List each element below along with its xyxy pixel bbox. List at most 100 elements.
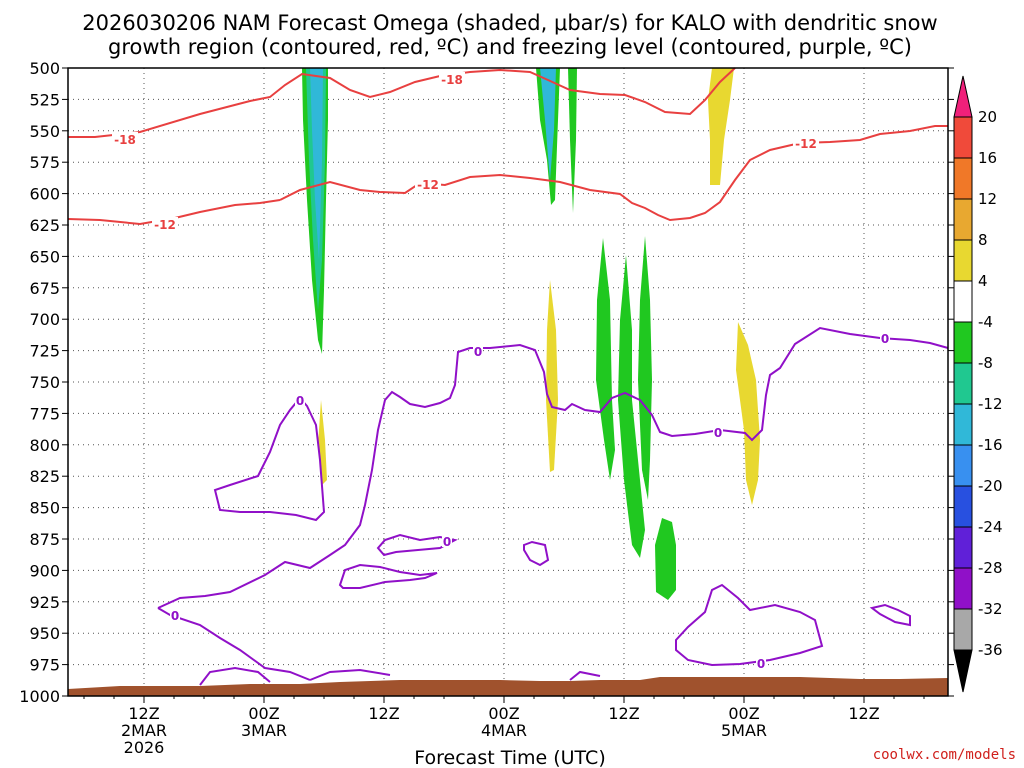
chart-title-line1: 2026030206 NAM Forecast Omega (shaded, μ… <box>82 11 937 35</box>
dgz-contour-label: -18 <box>114 133 136 147</box>
freezing-contour-label: 0 <box>881 332 889 346</box>
colorbar: 20 16 12 8 4 -4 -8 -12 -16 -20 -24 -28 -32 -36 <box>953 75 1003 693</box>
credit-text: coolwx.com/models <box>873 747 1016 763</box>
colorbar-segment <box>953 239 973 282</box>
colorbar-label: -36 <box>978 641 1003 659</box>
y-tick-label: 625 <box>29 216 60 235</box>
y-tick-label: 575 <box>29 153 60 172</box>
x-tick-label: 12Z <box>608 704 639 723</box>
colorbar-label: 20 <box>978 108 997 126</box>
y-tick-label: 725 <box>29 342 60 361</box>
colorbar-label: -20 <box>978 477 1003 495</box>
y-tick-label: 900 <box>29 561 60 580</box>
colorbar-segment <box>953 198 973 241</box>
plot-area: -18 -18 -12 -12 -12 0 0 0 0 0 0 0 <box>67 67 949 697</box>
colorbar-segment <box>953 116 973 159</box>
freezing-contour-label-bg <box>880 331 890 344</box>
colorbar-label: -28 <box>978 559 1003 577</box>
colorbar-label: 16 <box>978 149 997 167</box>
omega-region-yellow-c <box>708 68 734 185</box>
omega-region-green-e <box>618 255 645 558</box>
colorbar-label: -12 <box>978 395 1003 413</box>
colorbar-segment <box>953 608 973 651</box>
y-tick-label: 975 <box>29 656 60 675</box>
x-tick-label: 12Z <box>368 704 399 723</box>
freezing-contour-label-bg <box>442 534 452 547</box>
freezing-contour-label: 0 <box>757 657 765 671</box>
omega-shading <box>302 68 760 600</box>
y-tick-label: 550 <box>29 122 60 141</box>
dgz-contour-minus12-upper <box>279 125 948 222</box>
freezing-contour-label-bg <box>295 393 305 406</box>
colorbar-segment <box>953 403 973 446</box>
colorbar-label: -4 <box>978 313 993 331</box>
colorbar-label: 12 <box>978 190 997 208</box>
y-tick-label: 700 <box>29 310 60 329</box>
freezing-contour-label-bg <box>170 608 180 621</box>
dgz-contour-label-bg <box>112 132 138 145</box>
x-tick-label: 00Z <box>488 704 519 723</box>
omega-region-green-d <box>596 238 615 480</box>
colorbar-label: -16 <box>978 436 1003 454</box>
colorbar-segment <box>953 485 973 528</box>
colorbar-label: -8 <box>978 354 993 372</box>
colorbar-label: 8 <box>978 231 988 249</box>
omega-region-yellow-b <box>546 280 558 472</box>
y-tick-label: 925 <box>29 593 60 612</box>
x-tick-label: 00Z <box>728 704 759 723</box>
colorbar-label: 4 <box>978 272 988 290</box>
colorbar-label: -32 <box>978 600 1003 618</box>
contour-labels: -18 -18 -12 -12 -12 0 0 0 0 0 0 0 <box>112 72 890 671</box>
dgz-contour-label-bg <box>793 136 819 149</box>
colorbar-segment <box>953 280 973 323</box>
omega-region-green-g <box>655 518 676 600</box>
freezing-contour-loop-b <box>376 533 458 557</box>
x-tick-label: 4MAR <box>481 721 527 740</box>
x-tick-label: 2026 <box>124 738 165 757</box>
colorbar-arrow-top <box>953 75 973 118</box>
dgz-contour-label: -12 <box>417 178 439 192</box>
freezing-contour-loop-c <box>338 563 438 589</box>
y-tick-label: 825 <box>29 467 60 486</box>
y-tick-label: 675 <box>29 279 60 298</box>
colorbar-segment <box>953 444 973 487</box>
y-tick-label: 875 <box>29 530 60 549</box>
colorbar-segment <box>953 526 973 569</box>
dgz-contour-label-bg <box>439 72 465 85</box>
colorbar-segment <box>953 157 973 200</box>
dgz-contour-label-bg <box>152 217 178 230</box>
freezing-contour-main <box>157 326 949 609</box>
colorbar-arrow-bottom <box>953 649 973 693</box>
omega-region-green-f <box>638 236 652 500</box>
freezing-contour-label: 0 <box>474 345 482 359</box>
y-tick-label: 775 <box>29 404 60 423</box>
y-tick-label: 950 <box>29 624 60 643</box>
x-tick-label: 2MAR <box>121 721 167 740</box>
freezing-contour-label: 0 <box>443 535 451 549</box>
freezing-contour-label: 0 <box>296 394 304 408</box>
freezing-contour-label: 0 <box>171 609 179 623</box>
omega-region-green-c <box>568 68 577 213</box>
omega-region-cyan-a <box>310 68 323 260</box>
colorbar-segment <box>953 321 973 364</box>
dgz-contour-label-bg <box>415 177 441 190</box>
y-tick-label: 750 <box>29 373 60 392</box>
omega-region-yellow-d <box>736 322 760 505</box>
colorbar-segment <box>953 362 973 405</box>
omega-region-cyan-b <box>540 68 556 180</box>
x-tick-label: 12Z <box>128 704 159 723</box>
dgz-contour-label: -12 <box>154 218 176 232</box>
gridlines <box>68 68 948 696</box>
freezing-contour-label: 0 <box>714 426 722 440</box>
colorbar-segment <box>953 567 973 610</box>
y-tick-label: 650 <box>29 247 60 266</box>
freezing-contour-label-bg <box>473 344 483 357</box>
terrain-fill <box>68 677 948 696</box>
y-tick-label: 800 <box>29 436 60 455</box>
x-tick-label: 00Z <box>248 704 279 723</box>
freezing-contour-sfc-loop <box>199 666 601 686</box>
y-tick-label: 525 <box>29 90 60 109</box>
freezing-contour-label-bg <box>756 656 766 669</box>
